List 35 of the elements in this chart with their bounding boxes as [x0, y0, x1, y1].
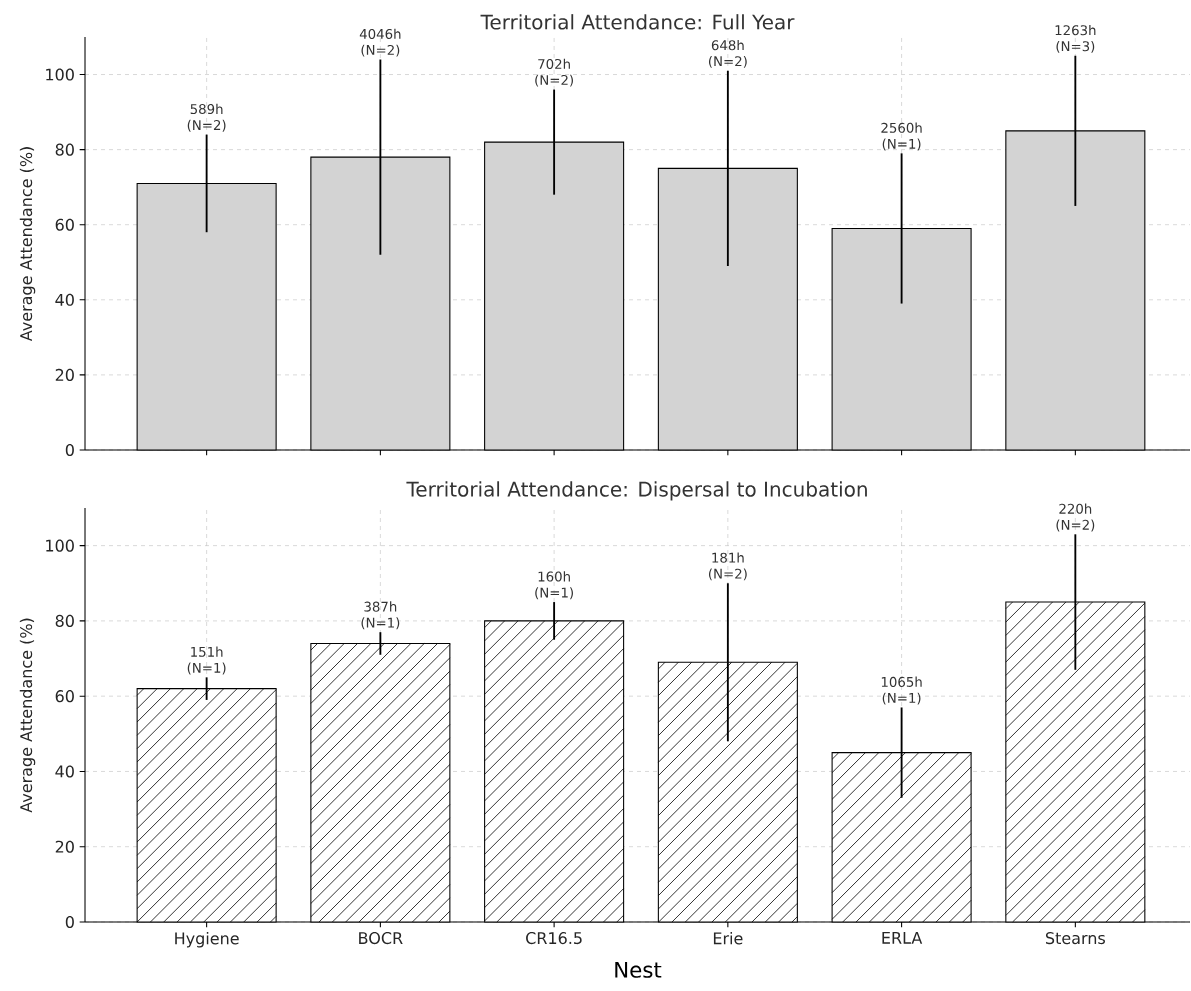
annotation: 160h (N=1) — [535, 571, 573, 600]
y-axis-title: Average Attendance (%) — [19, 147, 36, 342]
x-tick-label: Stearns — [1045, 932, 1105, 945]
y-tick-label: 0 — [65, 915, 74, 929]
y-tick-label: 20 — [55, 840, 74, 853]
annotation: 4046h (N=2) — [359, 28, 401, 57]
x-tick-label: CR16.5 — [526, 932, 582, 945]
y-tick-label: 20 — [55, 368, 74, 381]
x-axis-title: Nest — [615, 962, 662, 978]
y-tick-label: 80 — [55, 143, 74, 156]
x-tick-label: BOCR — [359, 932, 403, 945]
annotation: 151h (N=1) — [187, 646, 226, 675]
y-tick-label: 80 — [55, 614, 74, 627]
x-tick-label: Hygiene — [175, 932, 239, 948]
y-tick-label: 40 — [55, 293, 74, 306]
annotation: 589h (N=2) — [187, 103, 226, 132]
y-tick-label: 60 — [55, 690, 74, 703]
annotation: 2560h (N=1) — [881, 122, 922, 151]
annotation: 1263h (N=3) — [1055, 24, 1096, 53]
annotation: 702h (N=2) — [535, 58, 573, 87]
y-tick-label: 0 — [65, 443, 74, 457]
annotation: 387h (N=1) — [361, 601, 400, 630]
y-tick-label: 40 — [55, 765, 74, 778]
y-tick-label: 60 — [55, 218, 74, 231]
annotation: 648h (N=2) — [708, 39, 747, 68]
y-tick-label: 100 — [46, 68, 74, 81]
x-tick-label: Erie — [713, 932, 743, 945]
y-tick-label: 100 — [46, 539, 74, 552]
annotation: 1065h (N=1) — [881, 676, 922, 705]
chart-title: Territorial Attendance: Dispersal to Incubation — [406, 481, 867, 501]
y-axis-title: Average Attendance (%) — [19, 618, 36, 813]
annotation: 220h (N=2) — [1056, 503, 1095, 532]
x-tick-label: ERLA — [882, 932, 923, 944]
annotation: 181h (N=2) — [708, 552, 747, 581]
chart-title: Territorial Attendance: Full Year — [480, 14, 795, 30]
